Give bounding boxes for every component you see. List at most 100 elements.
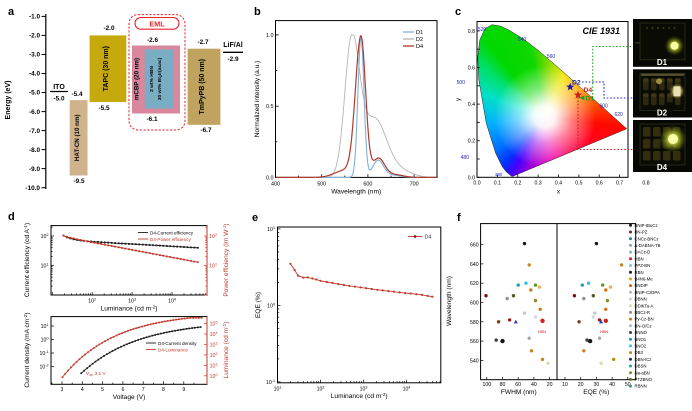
- svg-text:0.0: 0.0: [266, 175, 274, 181]
- svg-text:BN-PZ: BN-PZ: [635, 230, 648, 235]
- svg-text:-2.9: -2.9: [227, 56, 238, 63]
- svg-text:540: 540: [518, 37, 527, 43]
- svg-text:0.0: 0.0: [468, 175, 475, 181]
- svg-text:10: 10: [562, 382, 568, 388]
- svg-text:HAT-CN (10 nm): HAT-CN (10 nm): [74, 114, 81, 161]
- svg-text:660: 660: [470, 243, 479, 249]
- svg-text:-3.0: -3.0: [29, 52, 40, 59]
- svg-text:Luminance (cd m-2): Luminance (cd m-2): [101, 305, 158, 313]
- svg-text:-6.7: -6.7: [200, 127, 211, 134]
- svg-text:620: 620: [615, 112, 624, 118]
- svg-text:BBCz-R: BBCz-R: [635, 310, 651, 315]
- svg-text:Voltage (V): Voltage (V): [113, 394, 146, 401]
- svg-text:LiF/Al: LiF/Al: [223, 42, 242, 49]
- svg-text:DB3: DB3: [635, 350, 644, 355]
- svg-text:101: 101: [41, 323, 49, 330]
- svg-text:Wavelength (nm): Wavelength (nm): [446, 276, 453, 326]
- svg-text:D4: D4: [416, 44, 423, 50]
- svg-text:D1: D1: [657, 58, 668, 67]
- svg-text:TmPyPB (50 nm): TmPyPB (50 nm): [199, 59, 206, 115]
- svg-text:101: 101: [210, 362, 218, 369]
- svg-text:D1: D1: [586, 96, 595, 103]
- svg-text:DBNN: DBNN: [635, 297, 647, 302]
- svg-text:102: 102: [88, 298, 96, 305]
- svg-text:DBSN: DBSN: [635, 364, 647, 369]
- svg-text:102: 102: [210, 352, 218, 359]
- svg-text:0.6: 0.6: [596, 180, 603, 186]
- svg-text:Wavelength (nm): Wavelength (nm): [331, 188, 381, 195]
- svg-text:0.4: 0.4: [468, 102, 475, 108]
- svg-text:BNO2: BNO2: [635, 344, 647, 349]
- svg-text:D4-Luminance: D4-Luminance: [158, 348, 188, 353]
- svg-text:HBN: HBN: [538, 329, 547, 334]
- svg-text:560: 560: [547, 54, 556, 60]
- svg-text:520: 520: [478, 27, 487, 33]
- svg-text:0.1: 0.1: [494, 180, 501, 186]
- svg-text:400: 400: [271, 182, 280, 188]
- svg-text:BNIP-tBuCz: BNIP-tBuCz: [635, 223, 658, 228]
- svg-text:CNCz-BNCz: CNCz-BNCz: [635, 236, 659, 241]
- svg-text:B4N6-Me: B4N6-Me: [635, 277, 654, 282]
- svg-text:BNDIP: BNDIP: [635, 283, 648, 288]
- svg-text:D4-Current efficiency: D4-Current efficiency: [150, 231, 194, 236]
- svg-text:D4: D4: [425, 235, 432, 241]
- svg-text:mCBP (20 nm): mCBP (20 nm): [134, 58, 141, 100]
- svg-text:D4: D4: [584, 87, 593, 94]
- svg-text:D4-Power efficiency: D4-Power efficiency: [150, 237, 191, 242]
- svg-text:101: 101: [209, 263, 217, 270]
- svg-text:480: 480: [461, 155, 470, 161]
- svg-text:540: 540: [470, 358, 479, 364]
- svg-text:2 wt% HBN: 2 wt% HBN: [149, 66, 155, 92]
- svg-text:30: 30: [594, 382, 600, 388]
- svg-text:-5.0: -5.0: [29, 90, 40, 97]
- svg-text:105: 105: [210, 321, 218, 328]
- svg-text:-7.0: -7.0: [29, 128, 40, 135]
- svg-text:-2.0: -2.0: [29, 33, 40, 40]
- svg-text:0.5: 0.5: [266, 104, 274, 110]
- svg-text:500: 500: [457, 80, 466, 86]
- svg-text:103: 103: [210, 342, 218, 349]
- svg-text:Energy (eV): Energy (eV): [5, 81, 12, 120]
- svg-text:-9.5: -9.5: [73, 178, 84, 185]
- svg-text:101: 101: [274, 385, 282, 392]
- svg-text:600: 600: [363, 182, 372, 188]
- svg-text:Von 3.1 V: Von 3.1 V: [86, 371, 107, 377]
- svg-text:-5.4: -5.4: [71, 91, 82, 98]
- svg-text:-5.5: -5.5: [98, 105, 109, 112]
- svg-text:RBNN: RBNN: [635, 384, 647, 389]
- svg-text:PPZ-BN: PPZ-BN: [635, 263, 651, 268]
- svg-text:3: 3: [61, 387, 64, 393]
- svg-text:Current density (mA cm-2): Current density (mA cm-2): [23, 312, 31, 387]
- svg-text:Normalized intensity (a.u.): Normalized intensity (a.u.): [254, 61, 261, 138]
- svg-text:x: x: [557, 188, 561, 195]
- svg-text:640: 640: [470, 262, 479, 268]
- svg-text:10-1: 10-1: [266, 379, 275, 386]
- svg-text:-2.6: -2.6: [147, 37, 158, 44]
- svg-text:0.7: 0.7: [616, 180, 623, 186]
- svg-text:8: 8: [162, 387, 165, 393]
- svg-text:5: 5: [101, 387, 104, 393]
- svg-text:20: 20: [547, 382, 553, 388]
- svg-text:10-1: 10-1: [39, 350, 48, 357]
- svg-text:0.8: 0.8: [642, 180, 649, 186]
- svg-text:103: 103: [360, 385, 368, 392]
- svg-text:Current efficiency (cd A-1): Current efficiency (cd A-1): [23, 223, 31, 297]
- svg-text:9: 9: [182, 387, 185, 393]
- svg-text:BNNO: BNNO: [635, 330, 648, 335]
- svg-text:102: 102: [41, 233, 49, 240]
- svg-text:102: 102: [317, 385, 325, 392]
- svg-text:HBN: HBN: [635, 256, 644, 261]
- svg-text:20: 20: [578, 382, 584, 388]
- svg-text:580: 580: [470, 320, 479, 326]
- svg-text:-2.0: -2.0: [103, 25, 114, 32]
- svg-text:0.2: 0.2: [468, 139, 475, 145]
- svg-text:600: 600: [600, 104, 609, 110]
- svg-text:BN-O/Cz: BN-O/Cz: [635, 323, 652, 328]
- svg-text:40: 40: [609, 382, 615, 388]
- svg-text:560: 560: [470, 339, 479, 345]
- svg-text:-6.0: -6.0: [29, 109, 40, 116]
- svg-text:BNIP-CzDPA: BNIP-CzDPA: [635, 290, 660, 295]
- svg-text:100: 100: [267, 302, 275, 309]
- svg-text:BNO1: BNO1: [635, 337, 647, 342]
- svg-text:-4.0: -4.0: [29, 71, 40, 78]
